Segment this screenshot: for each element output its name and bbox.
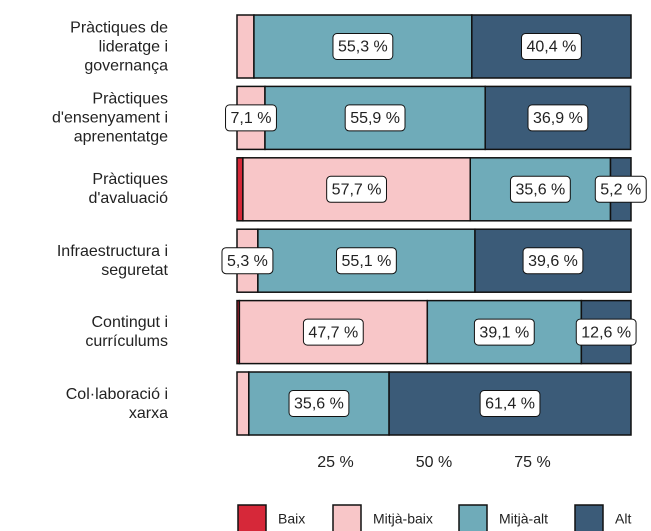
bar-segment bbox=[236, 371, 250, 436]
legend-swatch bbox=[574, 504, 604, 531]
value-label: 12,6 % bbox=[581, 324, 631, 341]
value-label: 55,1 % bbox=[342, 253, 392, 270]
value-label: 5,3 % bbox=[227, 253, 268, 270]
category-label: Pràctiques de lideratge i governança bbox=[70, 19, 168, 74]
value-label: 57,7 % bbox=[332, 182, 382, 199]
value-label-box bbox=[594, 175, 647, 203]
legend-label: Baix bbox=[278, 511, 305, 527]
category-label: Pràctiques d'ensenyament i aprenentatge bbox=[51, 90, 168, 146]
value-label-box bbox=[336, 247, 397, 275]
value-label-box bbox=[344, 104, 406, 132]
legend-label: Mitjà-baix bbox=[373, 511, 433, 527]
value-label: 7,1 % bbox=[231, 110, 272, 127]
value-label: 36,9 % bbox=[533, 110, 583, 127]
x-tick-label: 75 % bbox=[514, 454, 550, 471]
value-label: 35,6 % bbox=[515, 182, 565, 199]
value-label: 47,7 % bbox=[308, 324, 358, 341]
value-label: 39,6 % bbox=[528, 253, 578, 270]
value-label-box bbox=[473, 318, 535, 346]
value-label-box bbox=[522, 247, 584, 275]
legend-swatch bbox=[237, 504, 267, 531]
bar-segment bbox=[236, 157, 244, 222]
legend-swatch bbox=[332, 504, 362, 531]
value-label-box bbox=[479, 390, 541, 417]
legend-label: Mitjà-alt bbox=[499, 511, 548, 527]
value-label-box bbox=[521, 33, 582, 60]
bar-segment bbox=[236, 14, 255, 79]
value-label-box bbox=[302, 318, 364, 346]
value-label-box bbox=[509, 175, 571, 203]
value-label: 55,9 % bbox=[350, 110, 400, 127]
value-label-box bbox=[527, 104, 589, 132]
value-label: 40,4 % bbox=[527, 39, 577, 56]
value-label: 55,3 % bbox=[338, 39, 388, 56]
legend-label: Alt bbox=[615, 511, 631, 527]
value-label-box bbox=[575, 318, 637, 346]
value-label-box bbox=[326, 175, 387, 203]
legend-swatch bbox=[458, 504, 488, 531]
category-label: Infraestructura i seguretat bbox=[56, 242, 168, 279]
x-tick-label: 25 % bbox=[317, 454, 353, 471]
x-tick-label: 50 % bbox=[416, 454, 452, 471]
value-label: 5,2 % bbox=[600, 182, 641, 199]
category-label: Contingut i currículums bbox=[85, 314, 168, 351]
value-label-box bbox=[288, 390, 350, 417]
value-label-box bbox=[225, 104, 277, 132]
value-label-box bbox=[332, 33, 394, 60]
value-label-box bbox=[221, 247, 274, 275]
category-label: Col·laboració i xarxa bbox=[65, 385, 168, 422]
value-label: 35,6 % bbox=[294, 396, 344, 413]
value-label: 39,1 % bbox=[479, 324, 529, 341]
category-label: Pràctiques d'avaluació bbox=[88, 171, 168, 208]
value-label: 61,4 % bbox=[485, 396, 535, 413]
